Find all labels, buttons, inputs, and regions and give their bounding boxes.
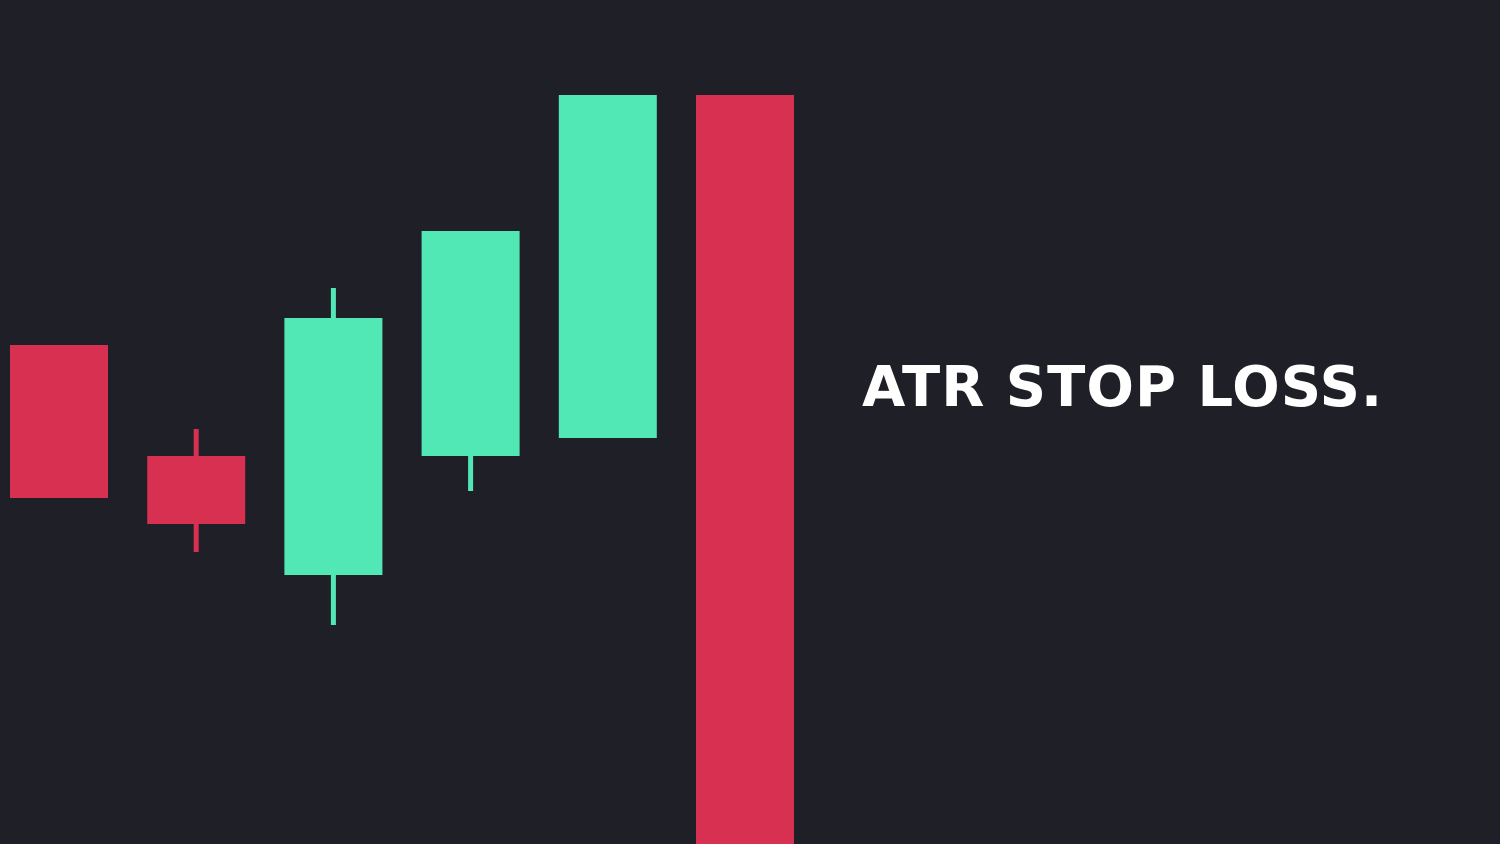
candle-5 bbox=[558, 95, 657, 438]
candle-body bbox=[10, 345, 108, 498]
candle-body bbox=[558, 95, 657, 438]
candle-body bbox=[284, 318, 383, 575]
candle-body bbox=[696, 95, 794, 844]
candle-body bbox=[147, 456, 246, 524]
candle-3 bbox=[284, 288, 383, 625]
candle-6 bbox=[696, 95, 794, 844]
candle-body bbox=[421, 231, 520, 456]
candle-2 bbox=[147, 429, 246, 552]
candle-4 bbox=[421, 231, 520, 491]
candle-1 bbox=[10, 345, 108, 498]
headline: ATR STOP LOSS. bbox=[862, 355, 1384, 420]
